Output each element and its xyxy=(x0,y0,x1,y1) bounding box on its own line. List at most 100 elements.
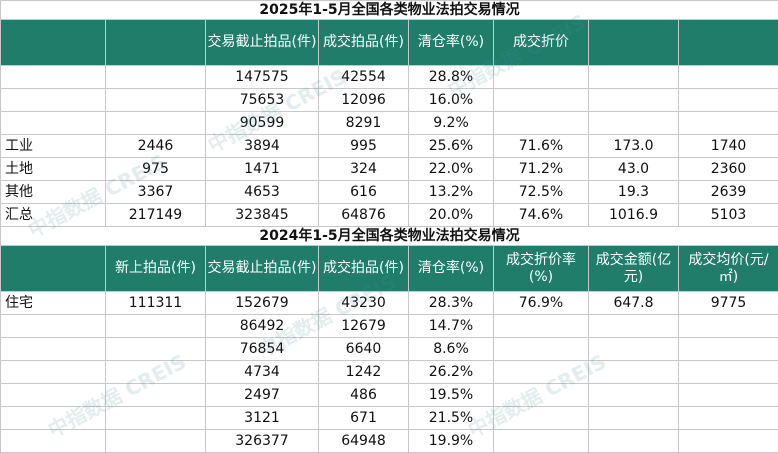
value-cell: 19.9% xyxy=(409,430,494,453)
value-cell: 324 xyxy=(319,158,409,181)
value-cell: 76854 xyxy=(206,338,319,361)
row-label-cell xyxy=(1,384,106,407)
value-cell: 647.8 xyxy=(589,292,679,315)
row-label-cell: 住宅 xyxy=(1,292,106,315)
value-cell: 12679 xyxy=(319,315,409,338)
value-cell: 2639 xyxy=(679,181,778,204)
value-cell: 19.3 xyxy=(589,181,679,204)
value-cell: 71.2% xyxy=(494,158,589,181)
value-cell: 22.0% xyxy=(409,158,494,181)
value-cell xyxy=(106,66,206,89)
value-cell: 1016.9 xyxy=(589,204,679,227)
value-cell xyxy=(106,89,206,112)
value-cell: 616 xyxy=(319,181,409,204)
header-cell-sold: 成交拍品(件) xyxy=(319,20,409,66)
value-cell xyxy=(679,66,778,89)
value-cell: 12096 xyxy=(319,89,409,112)
value-cell xyxy=(679,430,778,453)
value-cell: 20.0% xyxy=(409,204,494,227)
value-cell xyxy=(589,112,679,135)
value-cell xyxy=(589,430,679,453)
row-label-cell: 其他 xyxy=(1,181,106,204)
value-cell: 975 xyxy=(106,158,206,181)
value-cell: 173.0 xyxy=(589,135,679,158)
value-cell: 14.7% xyxy=(409,315,494,338)
row-label-cell xyxy=(1,112,106,135)
header-cell-new: 新上拍品(件) xyxy=(106,246,206,292)
value-cell: 16.0% xyxy=(409,89,494,112)
value-cell: 671 xyxy=(319,407,409,430)
value-cell: 6640 xyxy=(319,338,409,361)
header-cell-discount: 成交折价率(%) xyxy=(494,246,589,292)
value-cell: 5103 xyxy=(679,204,778,227)
header-row-2024: 新上拍品(件) 交易截止拍品(件) 成交拍品(件) 清仓率(%) 成交折价率(%… xyxy=(1,246,778,292)
value-cell: 72.5% xyxy=(494,181,589,204)
value-cell xyxy=(494,112,589,135)
value-cell xyxy=(494,407,589,430)
value-cell: 64876 xyxy=(319,204,409,227)
row-label-cell xyxy=(1,338,106,361)
value-cell xyxy=(106,407,206,430)
value-cell xyxy=(589,315,679,338)
value-cell: 9775 xyxy=(679,292,778,315)
value-cell xyxy=(494,66,589,89)
value-cell: 2446 xyxy=(106,135,206,158)
value-cell xyxy=(589,338,679,361)
table-title-2024: 2024年1-5月全国各类物业法拍交易情况 xyxy=(1,227,778,246)
value-cell: 326377 xyxy=(206,430,319,453)
value-cell xyxy=(679,112,778,135)
row-label-cell xyxy=(1,430,106,453)
header-cell-amount xyxy=(589,20,679,66)
value-cell xyxy=(494,361,589,384)
row-label-cell: 工业 xyxy=(1,135,106,158)
value-cell: 995 xyxy=(319,135,409,158)
value-cell: 147575 xyxy=(206,66,319,89)
value-cell: 3894 xyxy=(206,135,319,158)
value-cell: 4653 xyxy=(206,181,319,204)
table-title-2025: 2025年1-5月全国各类物业法拍交易情况 xyxy=(1,1,778,20)
value-cell xyxy=(106,112,206,135)
value-cell xyxy=(679,407,778,430)
row-label-cell: 汇总 xyxy=(1,204,106,227)
value-cell xyxy=(679,338,778,361)
value-cell xyxy=(494,89,589,112)
header-cell-avg xyxy=(679,20,778,66)
value-cell xyxy=(589,407,679,430)
value-cell xyxy=(679,384,778,407)
value-cell: 86492 xyxy=(206,315,319,338)
value-cell xyxy=(679,361,778,384)
value-cell: 8.6% xyxy=(409,338,494,361)
value-cell xyxy=(106,384,206,407)
value-cell: 2360 xyxy=(679,158,778,181)
value-cell xyxy=(589,66,679,89)
value-cell xyxy=(106,361,206,384)
title-row-2024: 2024年1-5月全国各类物业法拍交易情况 xyxy=(1,227,778,246)
value-cell: 1471 xyxy=(206,158,319,181)
value-cell: 4734 xyxy=(206,361,319,384)
value-cell: 21.5% xyxy=(409,407,494,430)
header-cell-avg: 成交均价(元/㎡) xyxy=(679,246,778,292)
value-cell: 75653 xyxy=(206,89,319,112)
value-cell: 217149 xyxy=(106,204,206,227)
value-cell: 1242 xyxy=(319,361,409,384)
value-cell: 3367 xyxy=(106,181,206,204)
value-cell: 3121 xyxy=(206,407,319,430)
value-cell xyxy=(106,338,206,361)
row-label-cell xyxy=(1,315,106,338)
value-cell: 486 xyxy=(319,384,409,407)
value-cell: 28.8% xyxy=(409,66,494,89)
value-cell xyxy=(494,315,589,338)
